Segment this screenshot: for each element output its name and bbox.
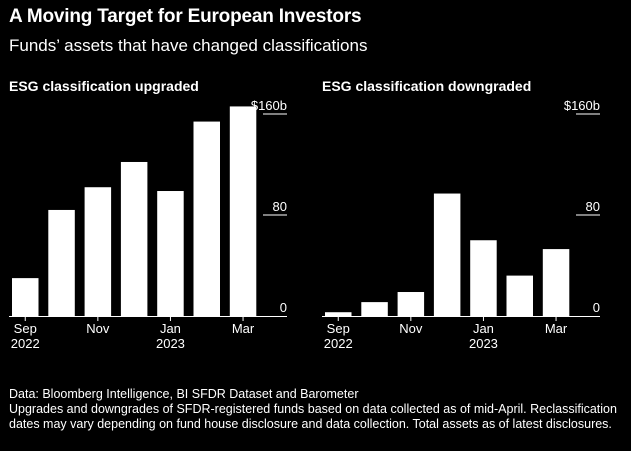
downgraded-bar: [506, 275, 533, 316]
downgraded-bar: [361, 302, 388, 316]
chart-title: A Moving Target for European Investors: [9, 6, 362, 27]
upgraded-xtick-year-label: 2023: [156, 336, 185, 351]
downgraded-bar: [433, 193, 461, 316]
downgraded-panel: ESG classification downgraded $160b 80 0 Se…: [322, 78, 622, 360]
downgraded-ytick-label: 80: [586, 199, 600, 214]
upgraded-bar: [12, 278, 39, 316]
upgraded-xtick-year-label: 2022: [11, 336, 40, 351]
downgraded-bar: [470, 240, 497, 316]
upgraded-xtick-label: Mar: [232, 321, 255, 336]
downgraded-xtick-label: Sep: [327, 321, 350, 336]
downgraded-panel-title: ESG classification downgraded: [322, 78, 532, 94]
downgraded-xtick-label: Mar: [545, 321, 568, 336]
downgraded-xtick-label: Nov: [399, 321, 423, 336]
downgraded-bar: [397, 292, 425, 316]
downgraded-ytick-label: 0: [593, 300, 600, 315]
upgraded-bar: [157, 191, 184, 316]
upgraded-bar: [84, 187, 112, 316]
upgraded-bar: [120, 161, 148, 316]
source-note: Data: Bloomberg Intelligence, BI SFDR Da…: [9, 387, 359, 401]
upgraded-xtick-label: Sep: [14, 321, 37, 336]
downgraded-xtick-label: Jan: [473, 321, 494, 336]
upgraded-ytick-label: 0: [280, 300, 287, 315]
upgraded-panel-title: ESG classification upgraded: [9, 78, 199, 94]
upgraded-bar: [48, 209, 75, 316]
upgraded-xtick-label: Nov: [86, 321, 110, 336]
upgraded-panel: ESG classification upgraded $160b 80 0 Sep 2…: [9, 78, 309, 360]
methodology-note: Upgrades and downgrades of SFDR-register…: [9, 402, 617, 431]
upgraded-bar: [193, 121, 220, 316]
upgraded-xtick-label: Jan: [160, 321, 181, 336]
downgraded-bar: [325, 312, 352, 316]
upgraded-bar: [229, 106, 257, 316]
footer: Data: Bloomberg Intelligence, BI SFDR Da…: [9, 387, 624, 432]
downgraded-xtick-year-label: 2023: [469, 336, 498, 351]
chart-subtitle: Funds’ assets that have changed classifi…: [9, 36, 368, 55]
downgraded-bar: [542, 249, 570, 316]
upgraded-ytick-label: 80: [273, 199, 287, 214]
downgraded-xtick-year-label: 2022: [324, 336, 353, 351]
upgraded-ytick-label: $160b: [251, 98, 287, 113]
downgraded-ytick-label: $160b: [564, 98, 600, 113]
